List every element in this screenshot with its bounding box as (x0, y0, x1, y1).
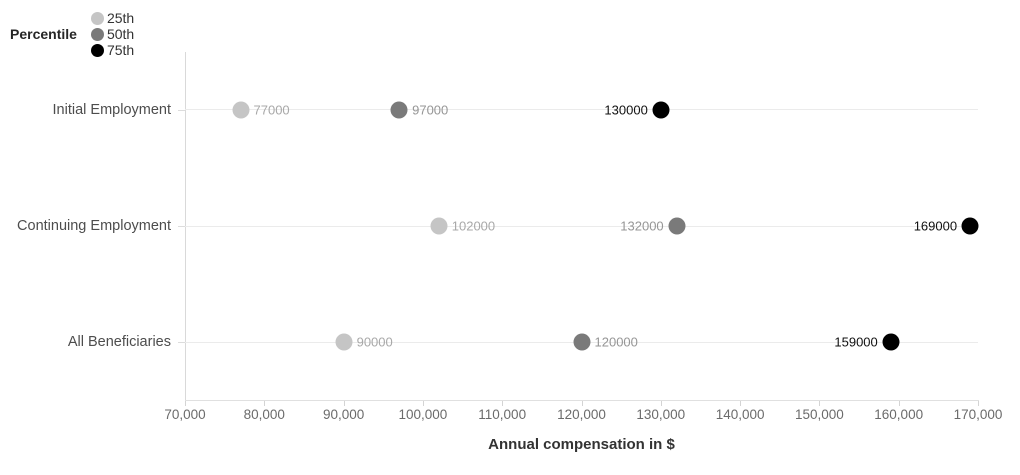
x-axis-tick-label: 120,000 (557, 407, 606, 422)
x-axis-tick (898, 401, 900, 406)
x-axis-tick (660, 401, 662, 406)
data-label-75th: 159000 (834, 334, 878, 350)
data-dot-75th (882, 333, 900, 351)
data-label-50th: 120000 (594, 334, 638, 350)
legend-dot-icon (90, 43, 104, 57)
data-label-25th: 102000 (451, 218, 496, 234)
x-axis-tick-label: 140,000 (715, 407, 765, 422)
legend-item-label: 50th (106, 26, 135, 42)
x-axis-tick (819, 401, 821, 406)
x-axis-tick (185, 401, 186, 406)
row-gridline (185, 109, 978, 111)
data-dot-50th (668, 217, 686, 235)
x-axis-tick-label: 130,000 (636, 407, 686, 422)
x-axis-tick-label: 70,000 (164, 407, 206, 422)
x-axis-tick-label: 100,000 (398, 407, 448, 422)
data-dot-50th (390, 101, 408, 119)
plot-area: 77000 102000 90000 97000 132000 120000 130000 1… (185, 52, 979, 400)
x-axis-tick (978, 401, 979, 406)
x-axis-tick-label: 160,000 (874, 407, 924, 422)
data-label-50th: 97000 (412, 102, 449, 118)
data-label-75th: 169000 (913, 218, 958, 234)
category-labels: Initial Employment Continuing Employment A… (0, 52, 177, 400)
legend-dot-icon (90, 11, 104, 25)
data-dot-25th (335, 333, 353, 351)
data-dot-25th (430, 217, 448, 235)
legend: Percentile 25th 50th 75th (10, 10, 147, 58)
data-label-75th: 130000 (604, 102, 648, 118)
legend-item-label: 25th (106, 10, 135, 26)
x-axis-tick-label: 90,000 (322, 407, 365, 422)
x-axis-tick (581, 401, 583, 406)
y-axis-tick (178, 342, 185, 343)
legend-item-label: 75th (106, 42, 135, 58)
x-axis-tick (502, 401, 504, 406)
legend-items: 25th 50th 75th (90, 10, 147, 58)
legend-item-75th: 75th (90, 42, 135, 58)
data-dot-50th (573, 333, 590, 351)
y-axis-tick (178, 226, 185, 227)
data-label-25th: 90000 (356, 334, 393, 350)
x-axis-tick-label: 170,000 (953, 407, 1003, 422)
y-axis-line (185, 52, 186, 401)
x-axis-title: Annual compensation in $ (488, 436, 675, 453)
x-axis-line (185, 400, 979, 401)
x-axis-tick-label: 80,000 (243, 407, 285, 422)
row-gridline (185, 225, 978, 227)
data-dot-75th (961, 217, 979, 235)
x-axis-tick-labels: 70,000 80,000 90,000 100,000 110,000 120,000 1… (164, 407, 1002, 425)
category-label: Continuing Employment (17, 218, 171, 234)
x-axis-tick-label: 110,000 (478, 407, 527, 422)
y-axis-tick (178, 110, 185, 111)
x-axis-tick (740, 401, 742, 406)
x-axis-tick (343, 401, 345, 406)
category-label: All Beneficiaries (67, 334, 171, 350)
legend-title: Percentile (10, 26, 77, 42)
x-axis-tick (422, 401, 424, 406)
data-dot-25th (232, 101, 249, 119)
data-label-50th: 132000 (620, 218, 664, 234)
x-axis-tick-label: 150,000 (794, 407, 844, 422)
legend-item-50th: 50th (90, 26, 135, 42)
legend-item-25th: 25th (90, 10, 135, 26)
legend-dot-icon (90, 27, 104, 41)
category-label: Initial Employment (52, 102, 171, 118)
x-axis-tick (264, 401, 266, 406)
data-label-25th: 77000 (253, 102, 290, 118)
data-dot-75th (652, 101, 670, 119)
